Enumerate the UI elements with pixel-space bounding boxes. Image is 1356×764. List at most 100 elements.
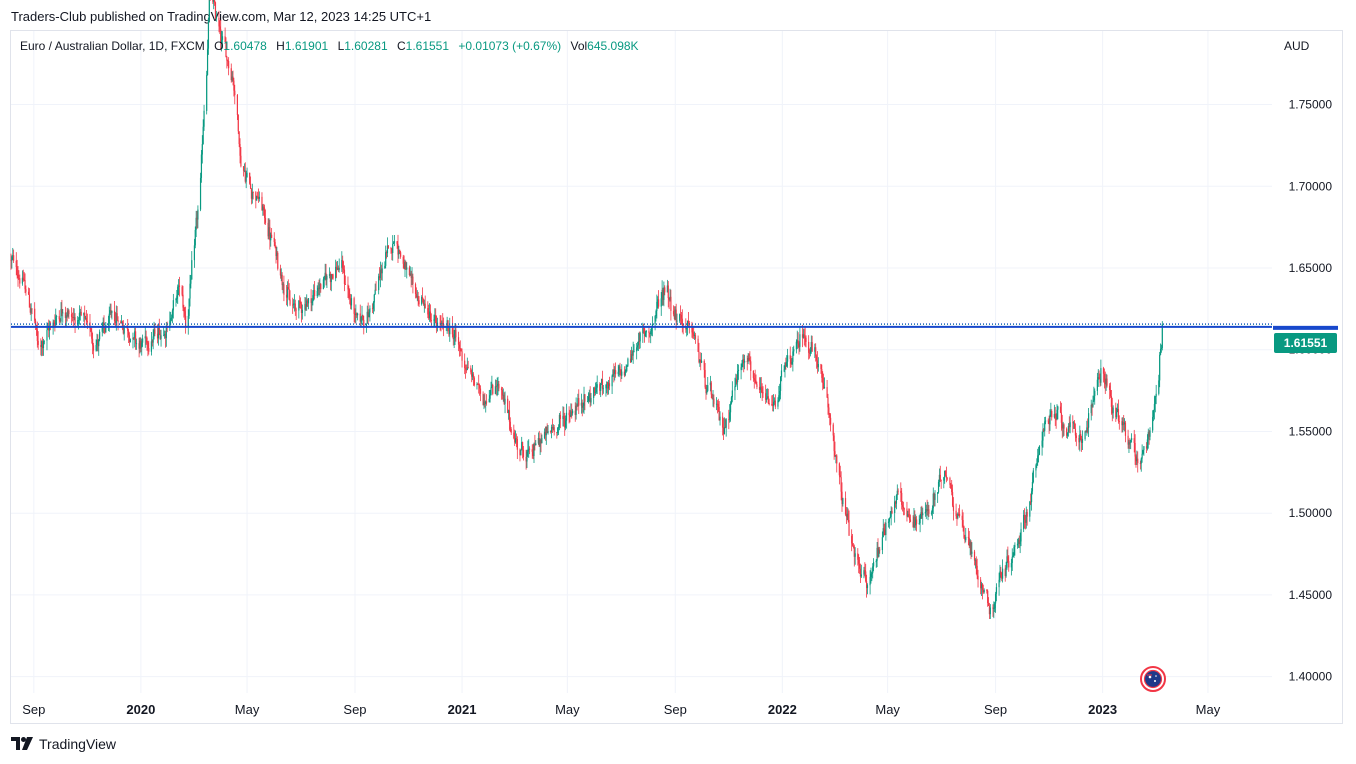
candle-body [606,382,608,385]
candle-body [682,324,684,326]
symbol-legend[interactable]: Euro / Australian Dollar, 1D, FXCM O1.60… [20,39,639,53]
candle-body [184,311,186,316]
candle-body [796,340,798,342]
candle-body [847,513,849,521]
candle-body [215,17,217,19]
candle-body [127,327,129,332]
candle-body [531,449,533,452]
tradingview-footer[interactable]: TradingView [11,736,116,752]
candle-body [557,427,560,429]
candle-body [1025,512,1027,523]
candle-body [1054,413,1056,419]
candle-body [470,367,472,373]
candle-body [879,549,881,551]
candle-body [77,320,79,324]
candle-body [521,442,523,451]
candle-body [987,590,989,604]
candle-body [393,241,396,243]
candle-body [717,403,719,408]
candle-body [159,333,161,339]
candle-body [895,495,898,504]
candle-body [191,260,193,280]
candle-body [756,384,758,388]
candle-body [1103,373,1105,381]
candle-body [356,313,358,316]
candle-body [833,435,835,452]
candle-body [882,528,884,538]
candle-body [1133,438,1135,443]
candle-body [359,313,361,322]
candle-body [1002,568,1004,579]
candle-body [412,276,414,285]
candle-body [570,411,572,417]
candle-body [214,2,217,18]
candle-body [779,377,782,391]
last-price-tag: 1.61551 [1274,333,1337,353]
candle-body [48,325,50,331]
candle-body [225,42,227,57]
symbol-name[interactable]: Euro / Australian Dollar, 1D, FXCM [20,39,205,53]
candle-body [626,365,628,367]
candle-body [828,407,830,415]
candle-body [612,369,614,376]
candle-body [969,541,971,546]
candle-body [617,371,619,375]
candle-body [710,382,712,395]
candle-body [455,329,457,338]
candle-body [171,310,174,318]
candle-body [252,192,254,193]
candle-body [120,321,122,323]
candle-body [1073,422,1076,429]
candle-body [925,509,927,512]
candle-body [1129,441,1131,443]
currency-label[interactable]: AUD [1284,39,1310,53]
candle-body [221,39,223,44]
candle-body [602,388,604,390]
candle-body [791,361,793,364]
candle-body [964,537,966,541]
candle-body [753,377,755,380]
candle-body [564,418,566,428]
candle-body [1098,377,1100,379]
candle-body [760,386,762,389]
australia-flag-icon[interactable] [1140,666,1166,692]
candle-body [279,268,281,276]
candle-body [967,536,969,538]
candle-body [672,310,675,315]
candle-body [955,510,957,517]
candle-body [999,571,1001,580]
candle-body [1135,456,1137,462]
candle-body [667,285,669,299]
candle-body [92,338,94,346]
candle-body [1029,501,1031,517]
candle-body [830,417,832,425]
candle-body [1037,455,1039,463]
candle-body [968,537,970,546]
candle-body [773,400,776,402]
candle-body [631,354,633,356]
candle-body [632,351,634,356]
candle-body [675,309,677,322]
candle-body [772,401,775,406]
candle-body [643,328,646,337]
candle-body [914,517,916,526]
candle-body [716,403,719,405]
candle-body [476,384,478,386]
candle-body [107,323,110,326]
candle-body [74,317,76,324]
candle-body [133,337,135,339]
candle-body [697,338,699,352]
candle-body [367,311,369,317]
candle-body [274,242,276,247]
candle-body [657,299,659,302]
candle-body [454,329,456,339]
candle-body [544,431,547,436]
candle-body [135,343,138,345]
candle-body [983,590,985,593]
candle-body [1043,429,1045,431]
candle-body [276,252,278,257]
candle-body [755,380,757,385]
candle-body [170,317,173,319]
candle-body [525,456,527,462]
